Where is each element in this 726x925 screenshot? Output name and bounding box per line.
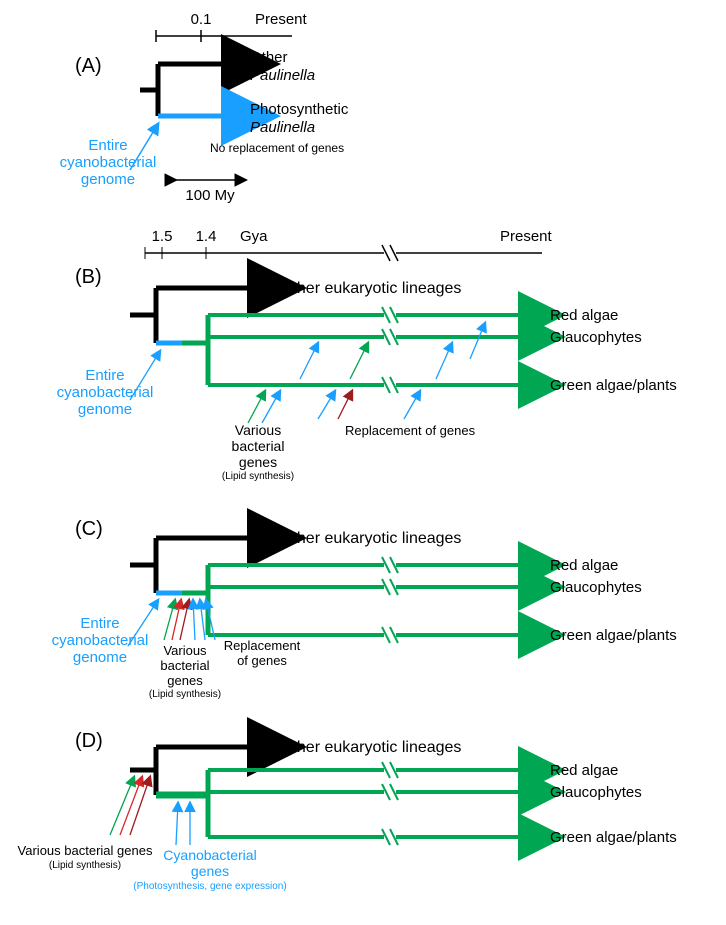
various-l3: genes [167,673,203,688]
genome-l2: cyanobacterial [60,154,157,171]
other-lineages: Other eukaryotic lineages [280,530,461,547]
glaucophytes: Glaucophytes [550,784,642,801]
repl-l1: Replacement [224,638,301,653]
repl-arrow [300,343,318,379]
glaucophytes: Glaucophytes [550,579,642,596]
genome-l1: Entire [88,137,127,154]
axis-tick: 1.4 [196,228,217,245]
figure: (A) 0.1 Present Other Paulinella Photosy… [0,0,726,925]
various-l1: Various [163,643,207,658]
cyano-sub: (Photosynthesis, gene expression) [133,881,286,892]
repl-arrow [318,391,335,419]
other-lineages: Other eukaryotic lineages [280,280,461,297]
genome-l3: genome [73,649,127,666]
other-l2: Paulinella [250,67,315,84]
various-l3: genes [239,454,277,470]
panel-label: (B) [75,266,102,288]
photo-l1: Photosynthetic [250,101,349,118]
axis-tick: Present [500,228,553,245]
genome-l3: genome [78,401,132,418]
various-sub: (Lipid synthesis) [49,860,121,871]
axis-tick: Present [255,11,308,28]
panel-label: (C) [75,518,103,540]
various-l1: Various [235,422,281,438]
various-sub: (Lipid synthesis) [222,471,294,482]
genome-l1: Entire [85,367,124,384]
other-lineages: Other eukaryotic lineages [280,739,461,756]
axis-tick: 1.5 [152,228,173,245]
green-algae: Green algae/plants [550,829,677,846]
green-algae: Green algae/plants [550,377,677,394]
various-l2: bacterial [232,438,285,454]
repl-arrow [338,391,352,419]
various-l1: Various bacterial genes [18,843,153,858]
cyano-l1: Cyanobacterial [163,847,256,863]
genome-l3: genome [81,171,135,188]
red-algae: Red algae [550,307,618,324]
axis-tick: 0.1 [191,11,212,28]
genome-l1: Entire [80,615,119,632]
green-algae: Green algae/plants [550,627,677,644]
repl-arrow [436,343,452,379]
various-arrow [262,391,280,423]
genome-l2: cyanobacterial [57,384,154,401]
repl-arrow [470,323,485,359]
cyano-l2: genes [191,863,229,879]
various-sub: (Lipid synthesis) [149,689,221,700]
repl-l2: of genes [237,653,287,668]
various-l2: bacterial [160,658,209,673]
panel-d: (D) Other eukaryotic lineages Red algae … [18,730,677,892]
panel-label: (D) [75,730,103,752]
red-algae: Red algae [550,762,618,779]
repl-arrow [404,391,420,419]
red-algae: Red algae [550,557,618,574]
axis-tick: Gya [240,228,268,245]
panel-c: (C) Other eukaryotic lineages Red algae … [52,518,677,700]
photo-l2: Paulinella [250,119,315,136]
repl-arrow [350,343,368,379]
panel-b: (B) 1.5 1.4 Gya Present Other eukaryotic… [57,228,677,482]
genome-l2: cyanobacterial [52,632,149,649]
panel-label: (A) [75,55,102,77]
various-arrow [248,391,265,423]
panel-a: (A) 0.1 Present Other Paulinella Photosy… [60,11,349,204]
scalebar-label: 100 My [185,187,235,204]
repl: Replacement of genes [345,423,476,438]
glaucophytes: Glaucophytes [550,329,642,346]
other-l1: Other [250,49,288,66]
norepl: No replacement of genes [210,141,344,155]
